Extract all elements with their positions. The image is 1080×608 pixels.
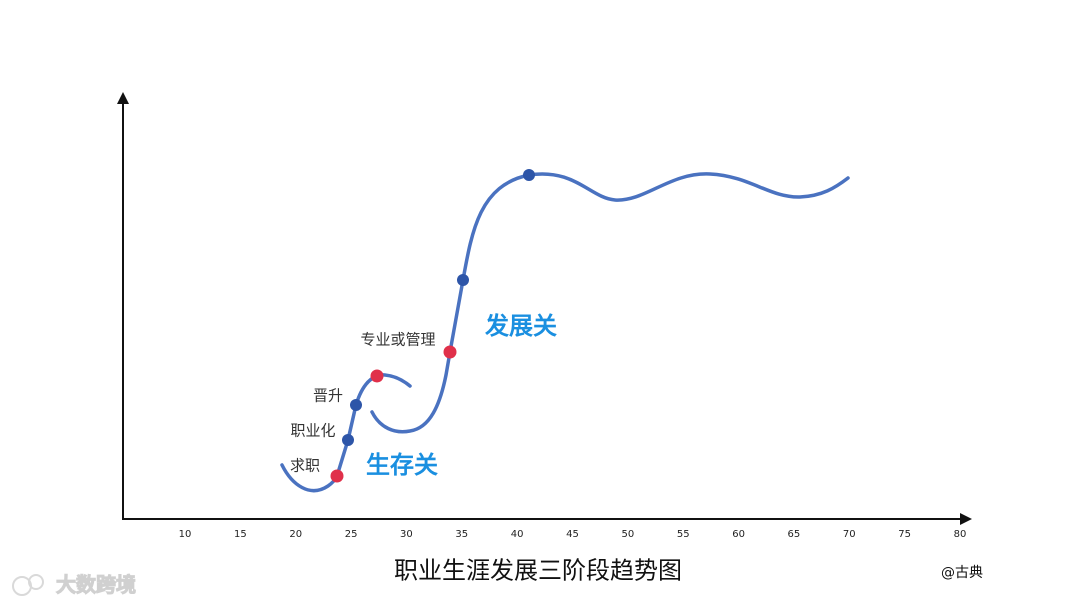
x-tick-label: 35 xyxy=(455,529,468,540)
label: 晋升 xyxy=(313,387,343,405)
watermark: 大数跨境 xyxy=(12,572,137,597)
survival-curve xyxy=(280,373,412,493)
x-tick-label: 80 xyxy=(954,529,967,540)
milestone-red xyxy=(370,369,384,383)
x-tick-label: 60 xyxy=(732,529,745,540)
label: 求职 xyxy=(290,457,320,475)
milestone-blue xyxy=(523,169,535,181)
x-tick-label: 55 xyxy=(677,529,690,540)
x-tick-label: 20 xyxy=(289,529,302,540)
milestone-red xyxy=(443,345,457,359)
x-tick-label: 50 xyxy=(621,529,634,540)
milestones xyxy=(330,169,535,483)
label: 职业化 xyxy=(290,422,335,440)
x-tick-label: 25 xyxy=(345,529,358,540)
label: 专业或管理 xyxy=(360,331,435,349)
milestone-blue xyxy=(457,274,469,286)
x-tick-label: 10 xyxy=(179,529,192,540)
x-tick-label: 30 xyxy=(400,529,413,540)
watermark-text: 大数跨境 xyxy=(56,573,136,597)
x-tick-label: 75 xyxy=(898,529,911,540)
milestone-red xyxy=(330,469,344,483)
x-tick-label: 40 xyxy=(511,529,524,540)
watermark-icon xyxy=(12,576,32,596)
milestone-blue xyxy=(342,434,354,446)
x-tick-label: 70 xyxy=(843,529,856,540)
x-ticks: 10 15 20 25 30 35 40 45 50 55 60 65 70 75 80 xyxy=(179,529,967,540)
gate-label: 生存关 xyxy=(366,451,438,479)
x-tick-label: 65 xyxy=(788,529,801,540)
x-tick-label: 15 xyxy=(234,529,247,540)
gate-label: 发展关 xyxy=(484,312,557,340)
author: @古典 xyxy=(941,565,983,581)
milestone-blue xyxy=(350,399,362,411)
title: 职业生涯发展三阶段趋势图 xyxy=(394,557,682,585)
watermark-icon xyxy=(28,574,44,590)
x-tick-label: 45 xyxy=(566,529,579,540)
development-curve xyxy=(370,172,850,434)
